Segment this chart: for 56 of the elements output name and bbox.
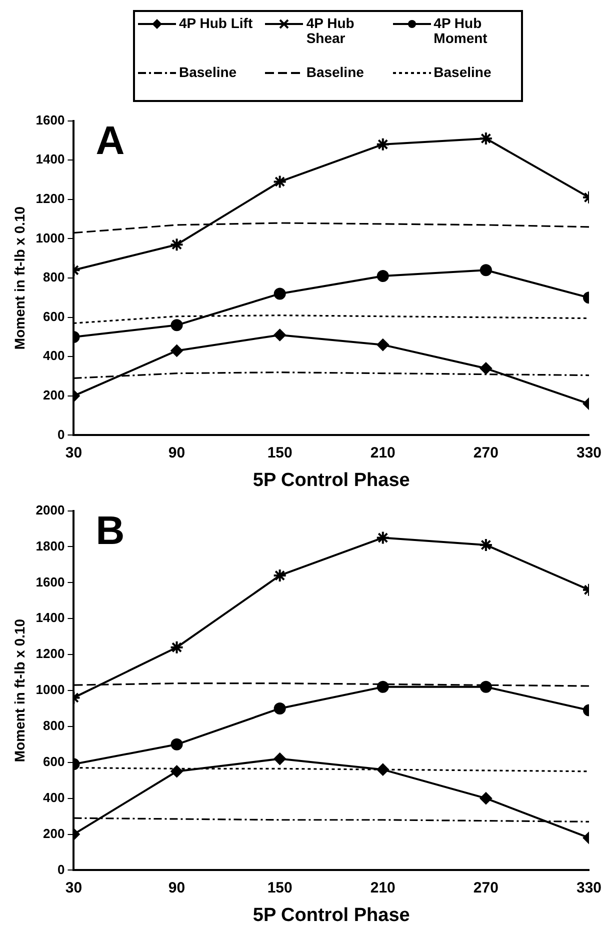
y-tick-label: 1200 bbox=[36, 646, 65, 662]
x-tick-label: 150 bbox=[267, 879, 292, 896]
y-tick-label: 400 bbox=[43, 790, 65, 805]
x-axis-title: 5P Control Phase bbox=[252, 470, 410, 491]
y-tick-label: 1600 bbox=[36, 574, 65, 590]
legend-label: Baseline bbox=[434, 64, 492, 80]
y-tick-label: 1400 bbox=[36, 152, 65, 167]
point bbox=[376, 764, 389, 776]
y-tick-label: 1800 bbox=[36, 538, 65, 554]
x-tick-label: 150 bbox=[267, 444, 292, 462]
x-tick-label: 30 bbox=[65, 444, 82, 462]
y-tick-label: 600 bbox=[43, 308, 65, 324]
legend-label: 4P Hub Shear bbox=[306, 15, 356, 46]
x-tick-label: 270 bbox=[473, 879, 498, 896]
point bbox=[376, 680, 389, 693]
x-tick-label: 90 bbox=[168, 444, 186, 462]
x-tick-label: 90 bbox=[168, 879, 186, 896]
x-tick-label: 330 bbox=[576, 879, 602, 896]
x-tick-label: 30 bbox=[65, 879, 82, 896]
point bbox=[376, 270, 389, 282]
point bbox=[376, 530, 390, 545]
point bbox=[274, 288, 286, 300]
x-axis-title: 5P Control Phase bbox=[252, 904, 410, 926]
y-tick-label: 1000 bbox=[36, 230, 65, 246]
x-tick-label: 210 bbox=[370, 444, 396, 462]
y-tick-label: 1400 bbox=[36, 610, 65, 626]
point bbox=[376, 137, 390, 152]
legend-label: 4P Hub Lift bbox=[179, 15, 253, 31]
x-tick-label: 330 bbox=[576, 444, 602, 462]
y-tick-label: 400 bbox=[43, 348, 65, 364]
x-tick-label: 270 bbox=[473, 444, 498, 462]
chart-title: A bbox=[96, 118, 125, 163]
y-tick-label: 0 bbox=[57, 862, 65, 877]
point bbox=[376, 338, 389, 351]
y-tick-label: 1000 bbox=[36, 682, 65, 698]
y-tick-label: 0 bbox=[57, 426, 65, 442]
point bbox=[272, 568, 287, 582]
y-tick-label: 800 bbox=[43, 718, 65, 734]
y-tick-label: 1600 bbox=[36, 112, 65, 128]
y-tick-label: 600 bbox=[43, 754, 65, 769]
y-tick-label: 800 bbox=[43, 270, 65, 285]
y-tick-label: 200 bbox=[43, 826, 65, 841]
legend-label: Baseline bbox=[179, 64, 237, 80]
y-tick-label: 200 bbox=[43, 387, 65, 402]
point bbox=[274, 702, 286, 714]
point bbox=[274, 328, 286, 341]
point bbox=[274, 752, 286, 765]
y-tick-label: 1200 bbox=[36, 190, 65, 206]
y-axis-title: Moment in ft-lb x 0.10 bbox=[11, 618, 28, 762]
point bbox=[272, 174, 287, 189]
legend-label: 4P Hub Moment bbox=[434, 15, 488, 46]
y-tick-label: 2000 bbox=[36, 502, 65, 518]
chart-title: B bbox=[96, 508, 125, 553]
x-tick-label: 210 bbox=[370, 879, 396, 896]
y-axis-title: Moment in ft-lb x 0.10 bbox=[11, 206, 28, 350]
legend-label: Baseline bbox=[306, 64, 364, 80]
